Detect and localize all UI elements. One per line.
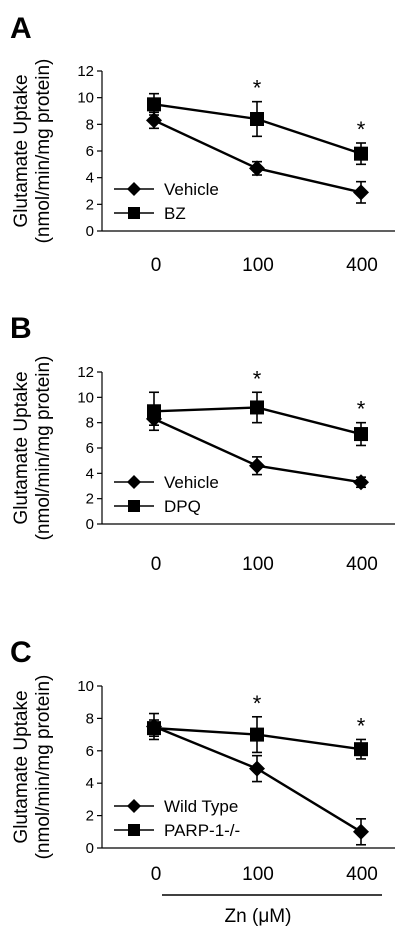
legend-label: Vehicle [164,473,219,492]
y-axis-label-line1: Glutamate Uptake [11,74,32,227]
legend-marker-diamond [127,799,141,813]
legend-marker-square [128,207,140,219]
legend-entry: Wild Type [114,797,238,816]
y-tick-label: 4 [86,170,94,187]
y-tick-label: 2 [86,808,94,825]
y-tick-label: 6 [86,440,94,457]
y-tick-label: 0 [86,223,94,240]
y-tick-label: 4 [86,775,94,792]
significance-star: * [253,366,262,391]
data-point-square [354,742,368,757]
data-point-diamond [146,112,162,129]
data-point-diamond [249,457,265,474]
significance-star: * [253,691,262,716]
data-point-square [250,727,264,742]
series-square [147,715,368,760]
y-axis-label-line2: (nmol/min/mg protein) [33,59,54,244]
x-category-label: 0 [151,255,162,276]
legend-entry: Vehicle [114,473,219,492]
chart-panel-c: C Glutamate Uptake (nmol/min/mg protein) 0 2… [10,636,395,885]
legend-label: Vehicle [164,180,219,199]
y-tick-label: 8 [86,710,94,727]
y-tick-label: 8 [86,116,94,133]
legend-marker-square [128,824,140,836]
y-tick-label: 10 [77,678,94,695]
legend-marker-diamond [127,182,141,196]
legend-entry: PARP-1-/- [114,821,240,840]
legend-label: PARP-1-/- [164,821,240,840]
y-axis-label-line1: Glutamate Uptake [11,690,32,843]
shared-x-axis-label: Zn (μM) [225,906,292,927]
data-point-diamond [353,184,369,201]
legend-marker-square [128,500,140,512]
y-axis-label-line2: (nmol/min/mg protein) [33,356,54,541]
y-tick-label: 10 [77,90,94,107]
legend-label: DPQ [164,497,201,516]
data-point-square [250,400,264,415]
legend-entry: BZ [114,204,186,223]
y-tick-label: 2 [86,196,94,213]
data-point-square [250,112,264,126]
data-point-diamond [353,474,369,491]
data-point-square [147,404,161,419]
data-point-square [354,427,368,442]
significance-star: * [357,117,366,142]
x-category-label: 0 [151,864,162,885]
y-tick-label: 12 [77,63,94,80]
x-category-label: 400 [346,864,378,885]
y-tick-label: 0 [86,840,94,857]
data-point-square [147,721,161,736]
y-tick-label: 0 [86,516,94,533]
legend-label: BZ [164,204,186,223]
x-category-label: 0 [151,554,162,575]
y-tick-label: 4 [86,465,94,482]
x-category-label: 400 [346,554,378,575]
data-point-diamond [353,823,369,840]
data-point-diamond [249,160,265,177]
legend-label: Wild Type [164,797,238,816]
y-tick-label: 2 [86,491,94,508]
panel-letter: C [10,636,32,669]
significance-star: * [253,76,262,101]
series-diamond [146,111,369,204]
y-tick-label: 8 [86,415,94,432]
y-axis-label-line1: Glutamate Uptake [11,371,32,524]
x-category-label: 100 [242,554,274,575]
data-point-square [354,146,368,161]
y-tick-label: 12 [77,364,94,381]
chart-panel-b: B Glutamate Uptake (nmol/min/mg protein) 0 2… [10,312,395,575]
data-point-diamond [249,760,265,777]
series-square [147,391,368,447]
significance-star: * [357,713,366,738]
legend-marker-diamond [127,475,141,489]
x-category-label: 100 [242,864,274,885]
y-axis-label-line2: (nmol/min/mg protein) [33,675,54,860]
series-square [147,92,368,166]
y-tick-label: 6 [86,143,94,160]
x-category-label: 100 [242,255,274,276]
legend-entry: DPQ [114,497,201,516]
data-point-square [147,97,161,112]
panel-letter: A [10,12,32,45]
panel-letter: B [10,312,32,345]
x-category-label: 400 [346,255,378,276]
chart-panel-a: A Glutamate Uptake (nmol/min/mg protein) 0 2… [10,12,395,276]
y-tick-label: 6 [86,743,94,760]
legend-entry: Vehicle [114,180,219,199]
y-tick-label: 10 [77,389,94,406]
significance-star: * [357,397,366,422]
